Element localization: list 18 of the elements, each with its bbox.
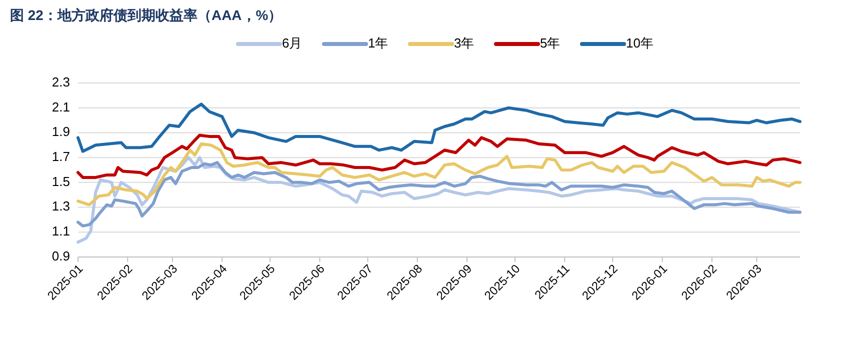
chart-title: 图 22：地方政府债到期收益率（AAA，%）: [10, 7, 282, 23]
legend-label: 10年: [626, 35, 654, 50]
y-tick-label: 2.1: [52, 99, 70, 114]
y-tick-label: 1.5: [52, 174, 70, 189]
y-tick-label: 1.1: [52, 224, 70, 239]
line-series: [76, 102, 802, 153]
line-series: [76, 142, 802, 206]
y-tick-label: 2.3: [52, 74, 70, 90]
legend-label: 3年: [454, 35, 474, 50]
line-series: [76, 134, 802, 179]
legend-label: 5年: [540, 35, 560, 50]
y-tick-label: 0.9: [52, 248, 70, 264]
legend-label: 6月: [282, 35, 302, 50]
y-tick-label: 1.3: [52, 198, 70, 214]
y-tick-label: 1.7: [52, 149, 70, 164]
y-tick-label: 1.9: [52, 124, 70, 140]
line-series: [76, 161, 802, 228]
legend-label: 1年: [368, 35, 388, 50]
